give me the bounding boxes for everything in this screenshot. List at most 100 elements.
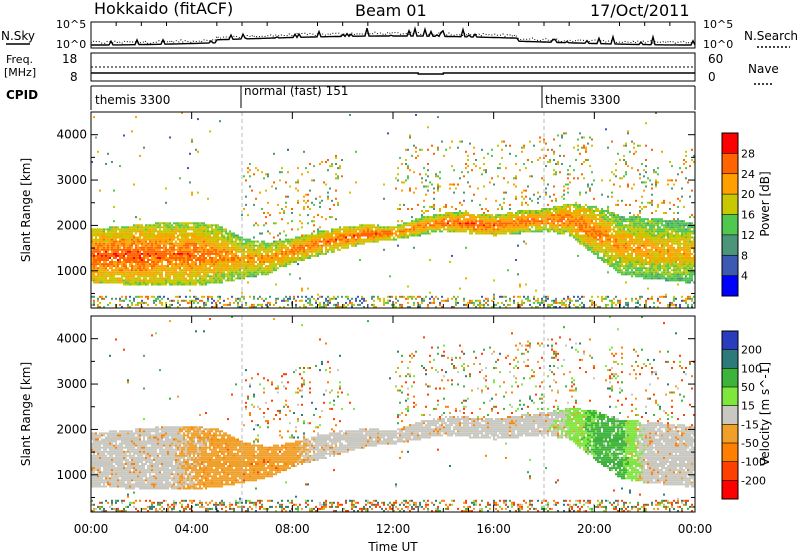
heatmap-cell [173,273,175,276]
heatmap-cell [397,173,399,176]
heatmap-cell [509,218,511,221]
heatmap-cell [293,250,295,253]
heatmap-cell [577,177,579,180]
heatmap-cell [295,244,297,247]
heatmap-cell [103,297,105,300]
heatmap-cell [153,228,155,231]
heatmap-cell [113,242,115,245]
heatmap-cell [369,234,371,237]
heatmap-cell [417,220,419,223]
heatmap-cell [365,238,367,241]
heatmap-cell [513,183,515,186]
heatmap-cell [93,301,95,304]
heatmap-cell [95,250,97,253]
heatmap-cell [193,279,195,282]
heatmap-cell [137,257,139,259]
heatmap-cell [177,299,179,302]
heatmap-cell [375,240,377,243]
heatmap-cell [203,269,205,272]
heatmap-cell [469,226,471,229]
heatmap-cell [249,240,251,243]
heatmap-cell [499,214,501,217]
heatmap-cell [139,275,141,278]
heatmap-cell [255,197,257,200]
heatmap-cell [133,283,135,286]
heatmap-cell [579,205,581,208]
heatmap-cell [563,297,565,300]
heatmap-cell [107,275,109,278]
heatmap-cell [143,263,145,266]
heatmap-cell [209,226,211,229]
heatmap-cell [573,226,575,229]
heatmap-cell [147,230,149,233]
heatmap-cell [517,224,519,227]
heatmap-cell [115,238,117,241]
heatmap-cell [503,201,505,204]
heatmap-cell [537,201,539,204]
heatmap-cell [553,185,555,188]
heatmap-cell [127,226,129,229]
heatmap-cell [171,234,173,237]
heatmap-cell [135,259,137,261]
heatmap-cell [131,234,133,237]
heatmap-cell [491,226,493,229]
heatmap-cell [481,232,483,235]
heatmap-cell [511,216,513,219]
heatmap-cell [373,230,375,233]
heatmap-cell [361,301,363,304]
heatmap-cell [223,299,225,302]
heatmap-cell [181,254,183,257]
heatmap-cell [147,275,149,278]
heatmap-cell [551,216,553,219]
heatmap-cell [491,222,493,225]
heatmap-cell [197,267,199,270]
heatmap-cell [409,232,411,235]
heatmap-cell [281,242,283,245]
heatmap-cell [489,181,491,184]
heatmap-cell [511,222,513,225]
heatmap-cell [455,297,457,300]
heatmap-cell [111,246,113,249]
heatmap-cell [105,265,107,268]
heatmap-cell [567,214,569,217]
heatmap-cell [151,277,153,280]
heatmap-cell [475,224,477,227]
heatmap-cell [437,189,439,192]
heatmap-cell [91,265,93,268]
heatmap-cell [337,201,339,204]
heatmap-cell [431,205,433,208]
heatmap-cell [227,236,229,239]
heatmap-cell [249,261,251,263]
heatmap-cell [321,306,323,308]
heatmap-cell [557,214,559,217]
heatmap-cell [521,218,523,221]
heatmap-cell [295,246,297,249]
heatmap-cell [257,267,259,270]
heatmap-cell [247,238,249,241]
heatmap-cell [131,271,133,274]
heatmap-cell [547,222,549,225]
heatmap-cell [165,283,167,286]
heatmap-cell [121,267,123,270]
heatmap-cell [417,224,419,227]
heatmap-cell [215,234,217,237]
heatmap-cell [229,250,231,253]
heatmap-cell [373,232,375,235]
heatmap-cell [141,299,143,302]
heatmap-cell [193,273,195,276]
heatmap-cell [495,218,497,221]
heatmap-cell [207,295,209,298]
heatmap-cell [141,246,143,249]
heatmap-cell [513,216,515,219]
heatmap-cell [539,228,541,231]
heatmap-cell [113,257,115,259]
heatmap-cell [313,236,315,239]
heatmap-cell [481,208,483,210]
heatmap-cell [563,210,565,212]
heatmap-cell [243,252,245,255]
heatmap-cell [223,238,225,241]
heatmap-cell [213,242,215,245]
heatmap-cell [137,267,139,270]
heatmap-cell [161,240,163,243]
heatmap-cell [513,301,515,304]
